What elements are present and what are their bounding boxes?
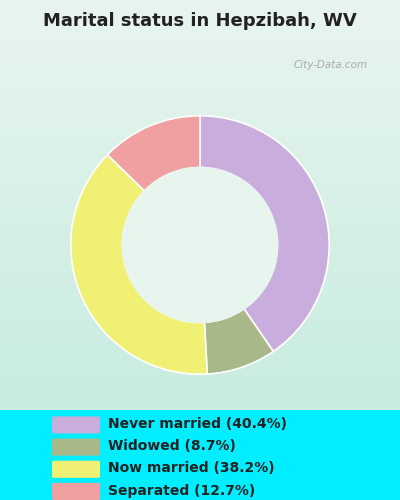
- Text: Now married (38.2%): Now married (38.2%): [108, 462, 275, 475]
- FancyBboxPatch shape: [52, 438, 100, 456]
- Text: Marital status in Hepzibah, WV: Marital status in Hepzibah, WV: [43, 12, 357, 30]
- Text: Widowed (8.7%): Widowed (8.7%): [108, 439, 236, 453]
- FancyBboxPatch shape: [52, 460, 100, 478]
- Wedge shape: [200, 116, 329, 352]
- Text: Separated (12.7%): Separated (12.7%): [108, 484, 255, 498]
- Wedge shape: [204, 309, 273, 374]
- Text: Never married (40.4%): Never married (40.4%): [108, 417, 287, 431]
- Circle shape: [122, 168, 278, 322]
- FancyBboxPatch shape: [52, 416, 100, 434]
- Wedge shape: [108, 116, 200, 191]
- Circle shape: [71, 116, 329, 374]
- Wedge shape: [71, 155, 207, 374]
- Text: City-Data.com: City-Data.com: [294, 60, 368, 70]
- FancyBboxPatch shape: [52, 483, 100, 500]
